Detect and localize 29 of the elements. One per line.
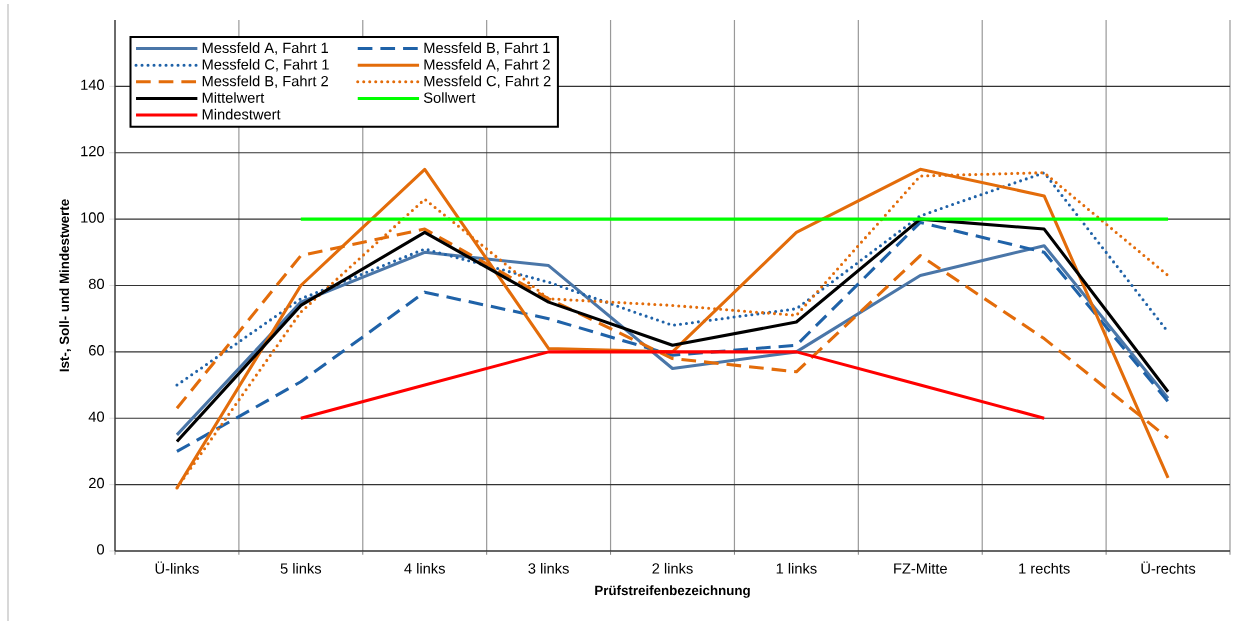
x-tick-label: 2 links [652, 562, 693, 574]
x-tick-label: 1 links [776, 562, 817, 574]
x-tick-label: 1 rechts [1019, 562, 1070, 574]
y-tick-label: 80 [88, 278, 105, 290]
y-tick-label: 140 [81, 79, 105, 90]
x-tick-label: 3 links [528, 562, 569, 574]
x-tick-label: Ü-rechts [1141, 561, 1196, 574]
legend-label: Messfeld C, Fahrt 2 [424, 75, 551, 89]
y-tick-label: 60 [89, 345, 105, 356]
legend-label: Messfeld C, Fahrt 1 [202, 58, 329, 72]
y-tick-label: 120 [81, 145, 105, 157]
legend-label: Sollwert [423, 92, 476, 103]
legend-label: Messfeld A, Fahrt 2 [424, 58, 550, 72]
legend-label: Messfeld A, Fahrt 1 [202, 42, 328, 55]
y-tick-label: 20 [89, 477, 105, 489]
legend-label: Mittelwert [202, 92, 265, 103]
x-tick-label: FZ-Mitte [894, 562, 947, 574]
x-tick-label: Ü-links [155, 561, 199, 574]
x-axis-title: Prüfstreifenbezeichnung [595, 585, 750, 598]
legend-label: Messfeld B, Fahrt 1 [424, 42, 550, 55]
line-series [175, 171, 1170, 387]
x-tick-label: 4 links [404, 562, 445, 574]
y-tick-label: 40 [88, 411, 105, 422]
y-tick-label: 100 [81, 212, 105, 223]
legend-label: Messfeld B, Fahrt 2 [202, 75, 328, 89]
y-axis-title: Ist-, Soll- und Mindestwerte [59, 199, 71, 372]
y-tick-label: 0 [97, 544, 105, 555]
x-tick-label: 5 links [280, 562, 322, 574]
legend-label: Mindestwert [202, 108, 281, 120]
